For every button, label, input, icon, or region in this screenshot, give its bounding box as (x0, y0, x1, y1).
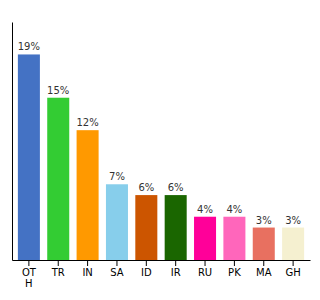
x-tick-mark (87, 260, 88, 266)
x-tick-label-line: GH (285, 267, 300, 278)
data-label: 15% (47, 85, 69, 96)
x-tick-label: ID (141, 267, 152, 278)
data-label: 12% (76, 117, 98, 128)
x-tick-mark (116, 260, 117, 266)
x-tick-mark (263, 260, 264, 266)
x-tick-label: GH (285, 267, 300, 278)
data-label: 6% (138, 182, 154, 193)
x-tick-mark (28, 260, 29, 266)
x-tick-mark (234, 260, 235, 266)
x-tick-label: OTH (22, 267, 37, 289)
bars (18, 54, 304, 260)
x-tick-label: RU (198, 267, 212, 278)
bar (223, 217, 245, 260)
x-tick-label-line: ID (141, 267, 152, 278)
x-tick: MA (256, 260, 272, 278)
x-tick-label-line: RU (198, 267, 212, 278)
x-tick: RU (198, 260, 212, 278)
x-tick-mark (175, 260, 176, 266)
bar (165, 195, 187, 260)
bar (282, 228, 304, 260)
x-tick-label: TR (51, 267, 65, 278)
x-tick: GH (285, 260, 300, 278)
x-tick-label-line: IR (171, 267, 181, 278)
x-tick-mark (205, 260, 206, 266)
x-tick-label-line: PK (228, 267, 241, 278)
x-tick-label-line: SA (110, 267, 124, 278)
bar (106, 184, 128, 260)
bar (253, 228, 275, 260)
plot: OTH TR IN SA ID IR RU PK MA GH 19% 15% 12% 7% 6% 6% 4% 4%… (13, 23, 311, 290)
x-tick-label-line: OT (22, 267, 37, 278)
x-tick-label: IN (82, 267, 92, 278)
y-axis-line (12, 23, 13, 261)
x-tick-mark (293, 260, 294, 266)
x-tick-label-line: IN (82, 267, 92, 278)
bar (135, 195, 157, 260)
x-tick-label: SA (110, 267, 124, 278)
data-label: 7% (109, 171, 125, 182)
x-axis-line (13, 260, 311, 261)
bar (18, 54, 40, 260)
chart: OTH TR IN SA ID IR RU PK MA GH 19% 15% 12% 7% 6% 6% 4% 4%… (0, 0, 320, 300)
data-label: 19% (18, 41, 40, 52)
x-tick: TR (51, 260, 65, 278)
x-tick: IR (171, 260, 181, 278)
x-tick-label: PK (228, 267, 241, 278)
x-tick: SA (110, 260, 124, 278)
x-tick: PK (228, 260, 241, 278)
x-tick-mark (58, 260, 59, 266)
bar (77, 130, 99, 260)
x-tick-label: IR (171, 267, 181, 278)
bar (194, 217, 216, 260)
x-tick: OTH (22, 260, 37, 289)
data-label: 3% (285, 215, 301, 226)
x-tick-label-line: MA (256, 267, 272, 278)
x-tick-label: MA (256, 267, 272, 278)
x-axis: OTH TR IN SA ID IR RU PK MA GH (13, 260, 311, 289)
bar (47, 98, 69, 260)
x-tick-mark (146, 260, 147, 266)
data-label: 3% (256, 215, 272, 226)
data-label: 4% (197, 204, 213, 215)
data-label: 4% (226, 204, 242, 215)
data-label: 6% (168, 182, 184, 193)
x-tick-label-line: H (25, 278, 33, 289)
x-tick-label-line: TR (51, 267, 65, 278)
x-tick: ID (141, 260, 152, 278)
y-axis (12, 23, 13, 261)
data-labels: 19% 15% 12% 7% 6% 6% 4% 4% 3% 3% (18, 41, 301, 225)
x-tick: IN (82, 260, 92, 278)
